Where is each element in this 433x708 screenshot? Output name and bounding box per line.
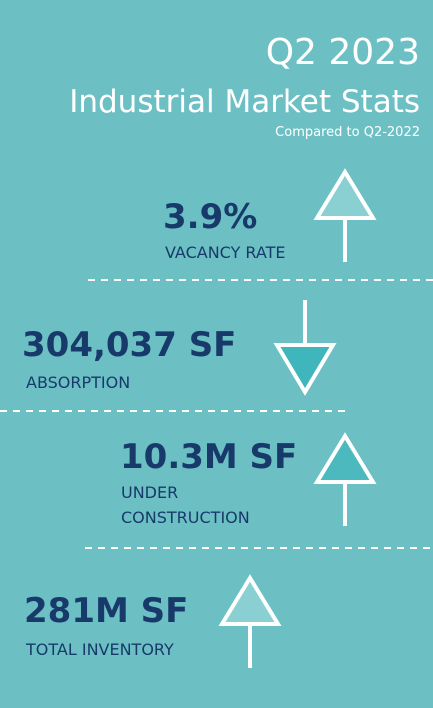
stat-label: ABSORPTION: [26, 373, 130, 392]
stat-label: VACANCY RATE: [165, 243, 285, 262]
title: Q2 2023: [266, 32, 420, 73]
subtitle: Industrial Market Stats: [69, 84, 420, 120]
arrow-head: [273, 343, 337, 396]
comparison-note: Compared to Q2-2022: [275, 125, 420, 140]
stat-value: 281M SF: [24, 591, 188, 631]
stat-label: UNDER: [121, 483, 178, 502]
stat-label: TOTAL INVENTORY: [25, 640, 174, 659]
stat-value: 304,037 SF: [22, 325, 236, 365]
stat-value: 3.9%: [163, 197, 257, 237]
stat-value: 10.3M SF: [120, 437, 297, 477]
stat-label: CONSTRUCTION: [121, 508, 250, 527]
